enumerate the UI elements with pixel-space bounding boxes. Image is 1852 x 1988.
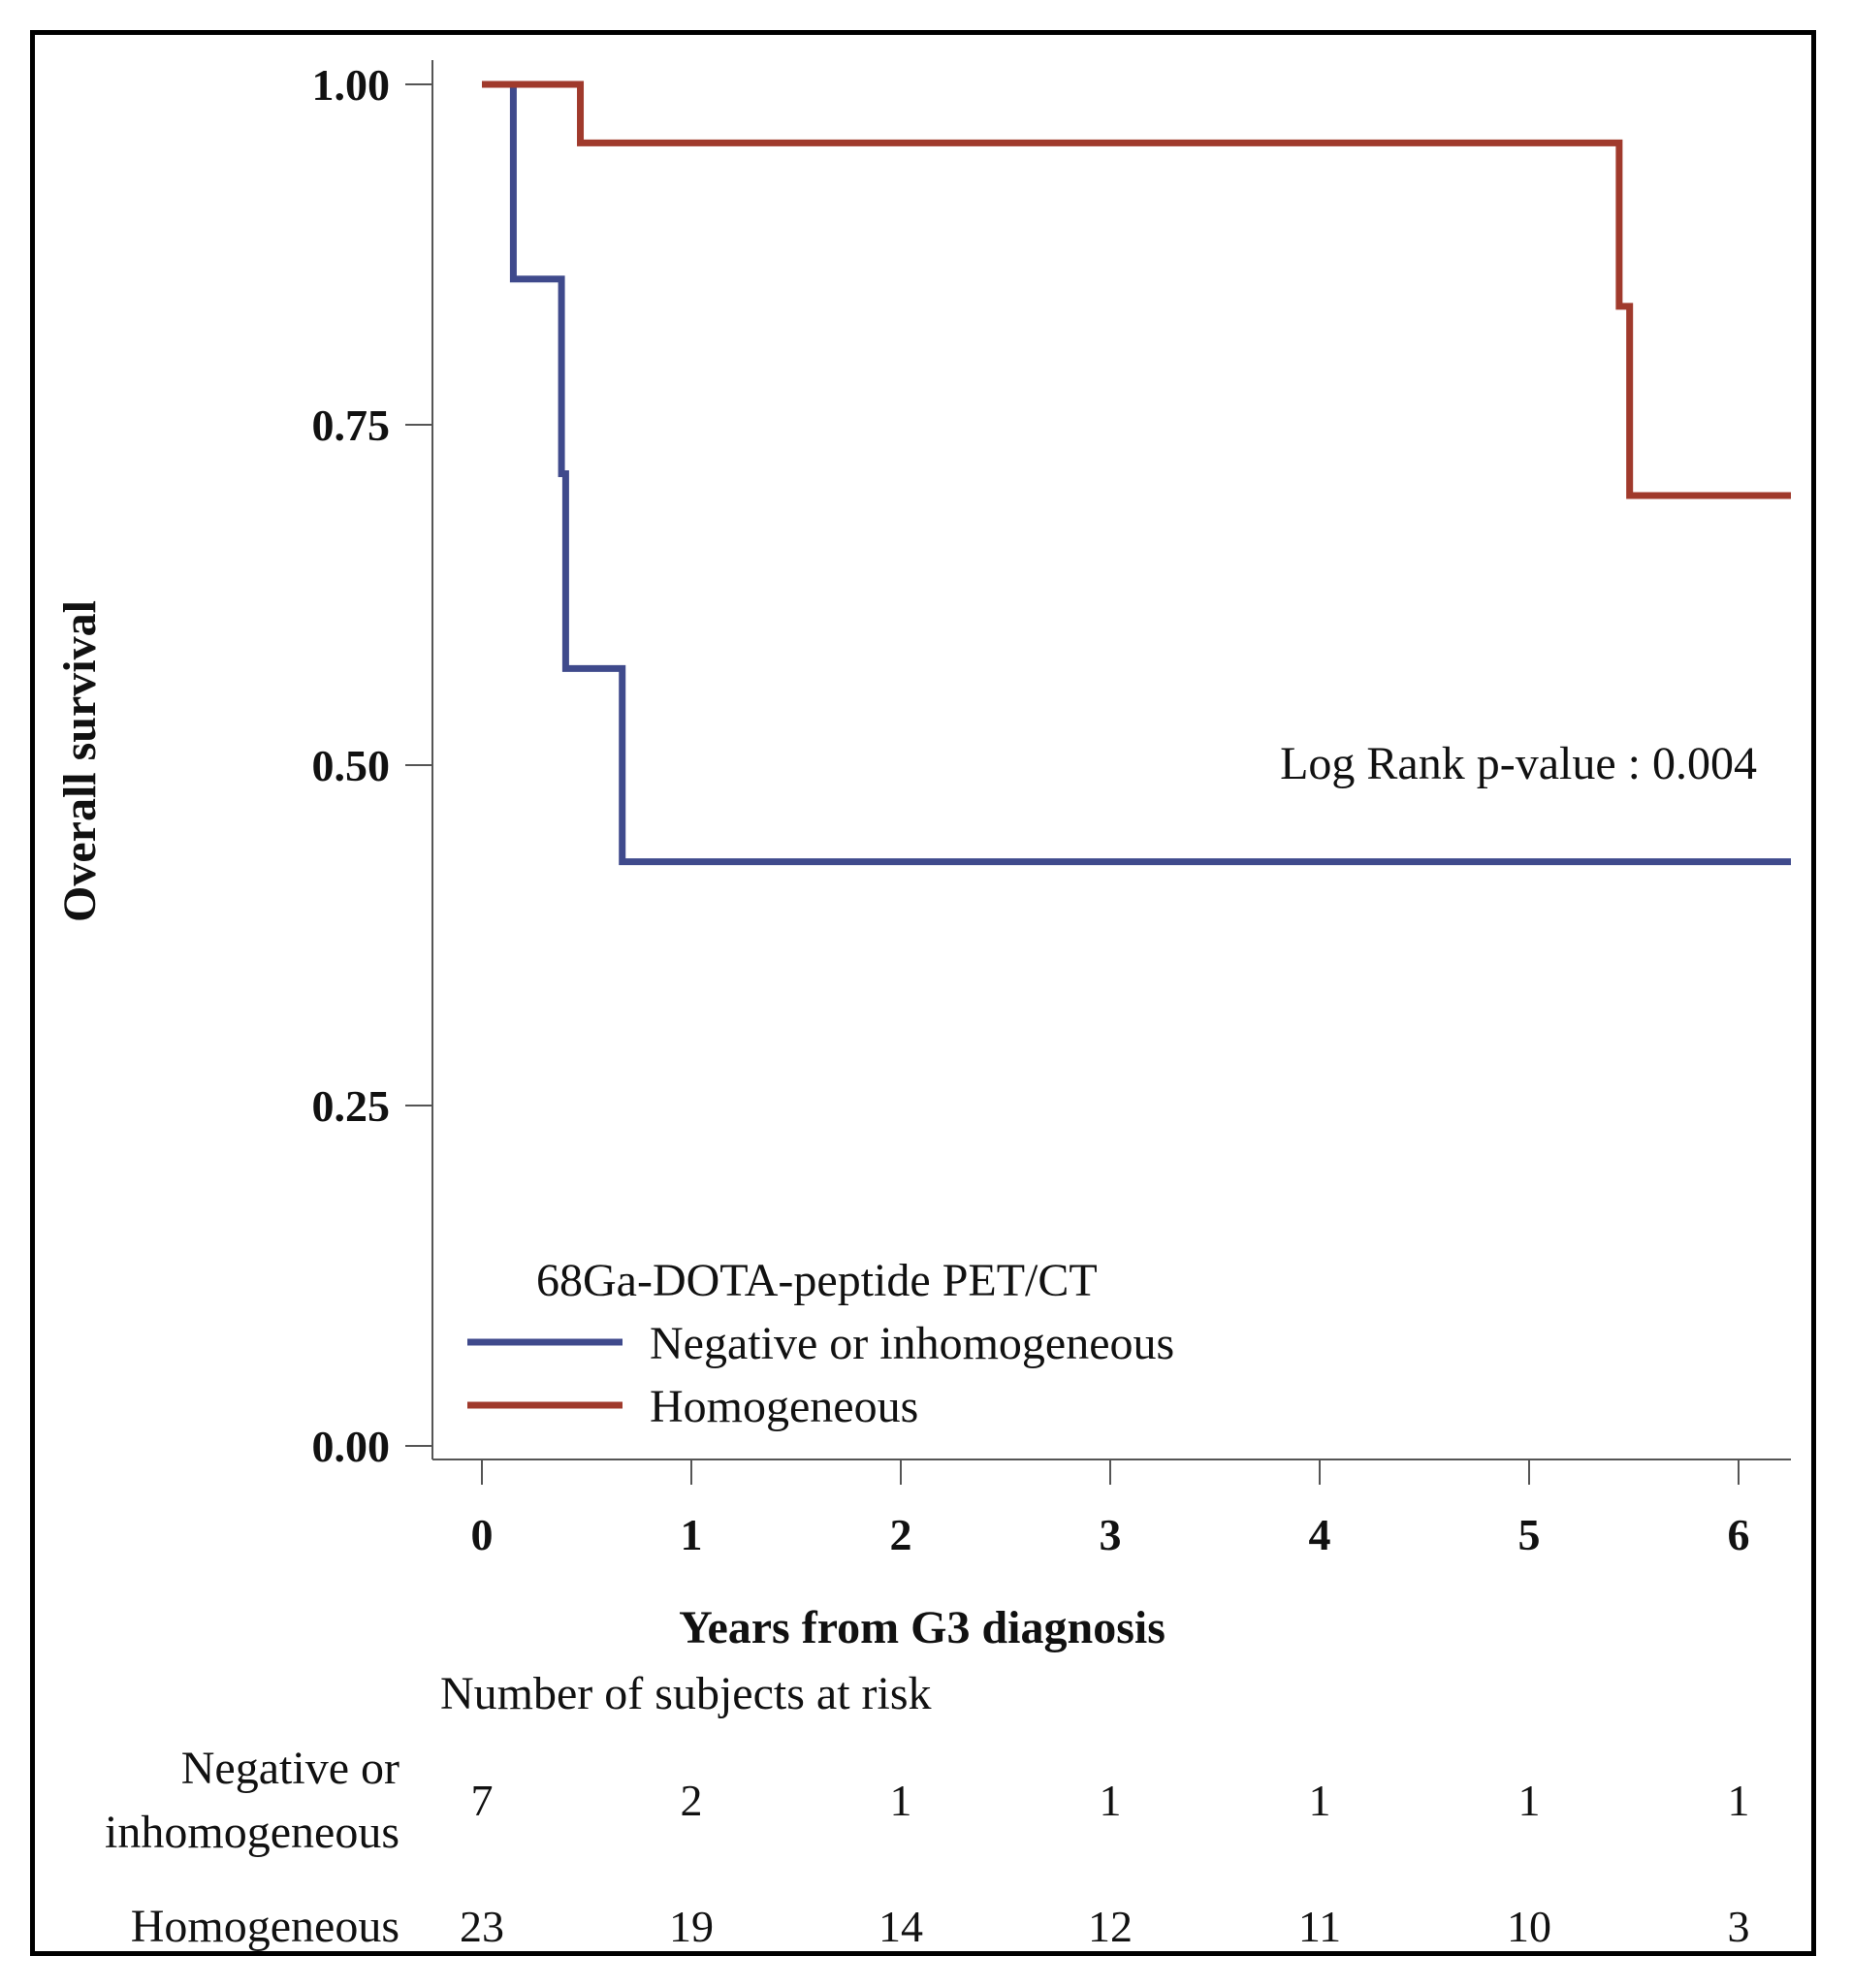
- y-tick-label: 0.50: [312, 741, 391, 790]
- x-tick-label: 2: [890, 1510, 912, 1559]
- risk-row-label: Homogeneous: [131, 1901, 399, 1952]
- risk-value: 1: [1518, 1776, 1541, 1825]
- risk-value: 1: [1728, 1776, 1750, 1825]
- survival-curve-1: [482, 80, 1791, 499]
- x-axis-title: Years from G3 diagnosis: [679, 1602, 1165, 1653]
- risk-row-label: Negative or: [181, 1743, 399, 1794]
- risk-value: 3: [1728, 1902, 1750, 1951]
- risk-value: 1: [890, 1776, 912, 1825]
- risk-value: 19: [669, 1902, 714, 1951]
- figure-frame: [30, 30, 1816, 1956]
- x-tick-label: 1: [681, 1510, 703, 1559]
- y-tick-label: 0.75: [312, 401, 391, 450]
- survival-curves: [482, 80, 1791, 866]
- risk-value: 12: [1088, 1902, 1133, 1951]
- risk-table-title: Number of subjects at risk: [440, 1668, 932, 1719]
- log-rank-annotation: Log Rank p-value : 0.004: [1280, 738, 1757, 789]
- y-tick-label: 0.00: [312, 1422, 391, 1471]
- legend-label: Homogeneous: [650, 1381, 918, 1432]
- y-axis-title: Overall survival: [54, 600, 106, 922]
- survival-curve-0: [482, 80, 1791, 866]
- x-tick-label: 0: [471, 1510, 494, 1559]
- risk-table: Number of subjects at risk Negative or inh…: [105, 1668, 1749, 1952]
- legend-title: 68Ga-DOTA-peptide PET/CT: [536, 1255, 1098, 1306]
- risk-value: 11: [1298, 1902, 1341, 1951]
- legend-label: Negative or inhomogeneous: [650, 1318, 1174, 1369]
- risk-value: 1: [1309, 1776, 1331, 1825]
- risk-value: 23: [460, 1902, 504, 1951]
- risk-value: 14: [878, 1902, 923, 1951]
- y-tick-label: 0.25: [312, 1081, 391, 1131]
- risk-row-label: inhomogeneous: [105, 1807, 399, 1858]
- legend: 68Ga-DOTA-peptide PET/CT Negative or inho…: [467, 1255, 1174, 1432]
- risk-value: 10: [1507, 1902, 1551, 1951]
- risk-value: 1: [1100, 1776, 1122, 1825]
- x-tick-label: 6: [1728, 1510, 1750, 1559]
- risk-value: 2: [681, 1776, 703, 1825]
- x-tick-label: 5: [1518, 1510, 1541, 1559]
- risk-value: 7: [471, 1776, 494, 1825]
- axes: 0.00 0.25 0.50 0.75 1.00 Overall survival 0 1 2 3…: [54, 60, 1791, 1653]
- x-tick-label: 3: [1100, 1510, 1122, 1559]
- x-tick-label: 4: [1309, 1510, 1331, 1559]
- y-tick-label: 1.00: [312, 60, 391, 110]
